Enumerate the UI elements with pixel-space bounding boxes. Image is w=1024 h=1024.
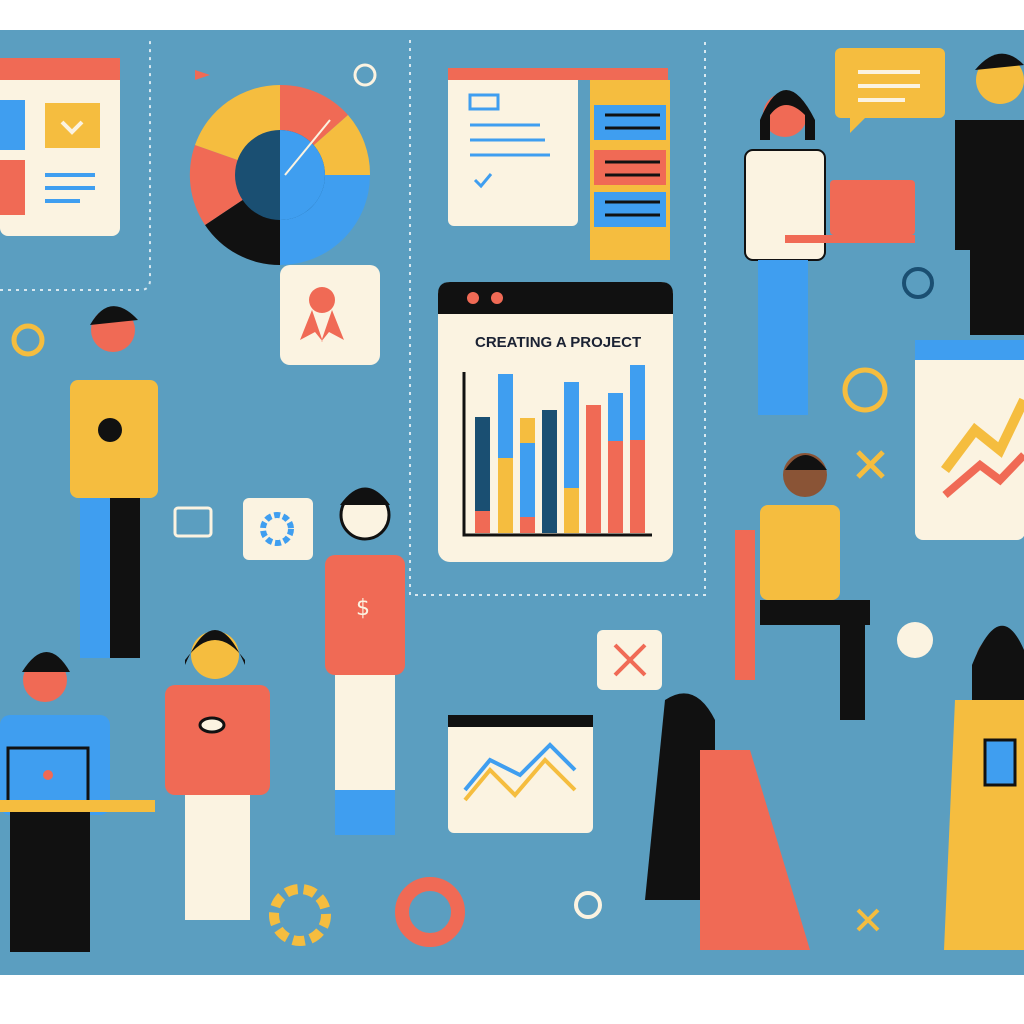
bulb-icon <box>574 891 602 919</box>
ring-icon <box>842 367 888 413</box>
person-black-shirt <box>955 53 1024 335</box>
person-laptop-standing <box>744 90 915 415</box>
circle-icon <box>353 63 377 87</box>
person-laptop-desk <box>0 652 155 952</box>
person-yellow-shirt <box>70 306 158 658</box>
board-title: CREATING A PROJECT <box>475 334 641 351</box>
trend-chart-card <box>915 340 1024 540</box>
square-icon <box>173 506 213 538</box>
dollar-icon: $ <box>356 596 370 621</box>
close-card <box>597 630 662 690</box>
person-seated-yellow <box>735 453 870 720</box>
donut-icon <box>395 877 465 947</box>
person-red-shirt: $ <box>325 487 405 835</box>
line-chart-card <box>448 715 593 833</box>
dashboard-window-card <box>0 58 120 236</box>
person-seated-long-hair <box>645 693 810 950</box>
ring-icon <box>902 267 934 299</box>
chart-axes <box>462 372 652 537</box>
window-dot-icon <box>467 292 479 304</box>
arrow-icon <box>195 70 210 80</box>
x-icon <box>856 450 885 479</box>
bar-graphics <box>475 365 645 533</box>
search-bubble-icon <box>897 622 933 658</box>
checklist-card <box>448 68 670 260</box>
gear-icon <box>269 884 331 946</box>
x-icon <box>856 908 880 932</box>
gear-card <box>243 498 313 560</box>
location-pin-icon <box>11 323 45 357</box>
project-chart-board: CREATING A PROJECT <box>438 282 673 562</box>
window-dot-icon <box>491 292 503 304</box>
chat-bubble-icon <box>835 48 945 133</box>
person-eye-shirt <box>165 630 270 920</box>
award-badge-card <box>280 265 380 365</box>
person-tablet <box>944 625 1024 950</box>
pie-chart-graphic <box>189 84 371 266</box>
